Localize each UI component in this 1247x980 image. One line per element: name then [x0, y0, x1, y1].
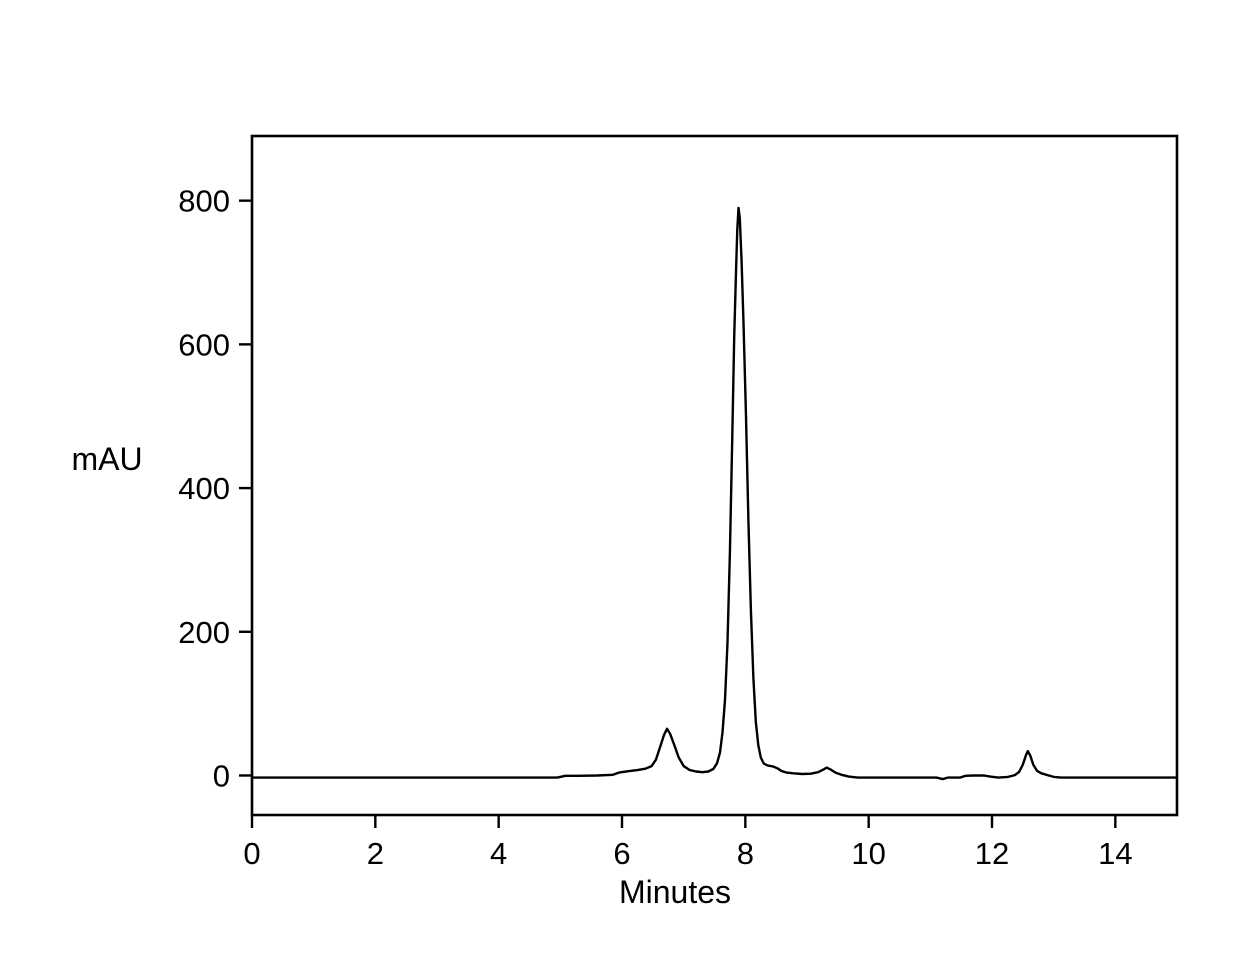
y-tick-label: 600	[178, 327, 230, 362]
plot-frame	[250, 134, 1179, 817]
y-tick-label: 400	[178, 471, 230, 506]
y-tick-label: 200	[178, 615, 230, 650]
x-tick-label: 12	[975, 836, 1009, 871]
x-tick-label: 14	[1098, 836, 1132, 871]
y-tick-label: 0	[213, 758, 230, 793]
chromatogram-trace	[250, 206, 1179, 781]
y-axis-ticks: 0 200 400 600 800	[178, 184, 252, 793]
x-axis-ticks: 0 2 4 6 8 10 12 14	[243, 815, 1133, 871]
x-tick-label: 4	[490, 836, 507, 871]
x-tick-label: 10	[851, 836, 885, 871]
y-axis-title: mAU	[71, 441, 142, 477]
x-tick-label: 8	[737, 836, 754, 871]
x-axis-title: Minutes	[619, 874, 731, 910]
x-tick-label: 0	[243, 836, 260, 871]
y-tick-label: 800	[178, 184, 230, 219]
x-tick-label: 2	[367, 836, 384, 871]
trace-group	[250, 206, 1179, 781]
x-tick-label: 6	[613, 836, 630, 871]
